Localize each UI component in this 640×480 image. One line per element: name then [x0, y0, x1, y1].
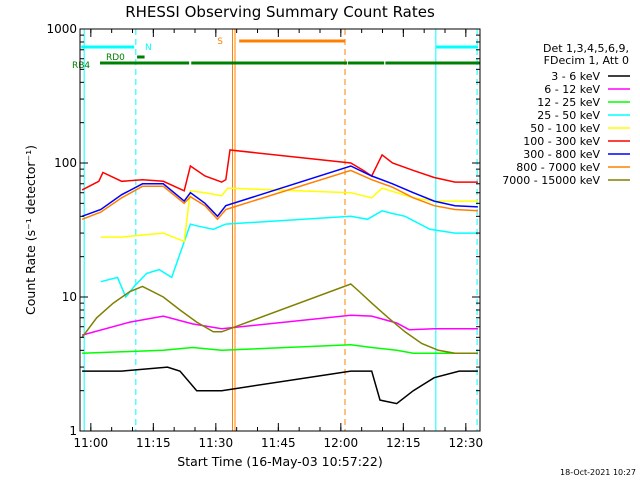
- y-tick-label: 10: [62, 290, 77, 304]
- legend-entry-label-7: 300 - 800 keV: [523, 148, 600, 161]
- legend-entry-label-3: 12 - 25 keV: [537, 96, 600, 109]
- x-tick-label: 12:00: [324, 436, 359, 450]
- series-line-2: [81, 314, 478, 336]
- x-axis-label: Start Time (16-May-03 10:57:22): [177, 454, 382, 469]
- legend-entry-label-1: 3 - 6 keV: [551, 70, 600, 83]
- x-tick-label: 11:30: [199, 436, 234, 450]
- legend-header-line-2: FDecim 1, Att 0: [544, 54, 629, 67]
- series-line-3: [82, 344, 478, 355]
- legend-header-line-1: Det 1,3,4,5,6,9,: [543, 42, 629, 55]
- y-axis-label: Count Rate (s⁻¹ detector⁻¹): [23, 145, 38, 315]
- legend-entry-label-4: 25 - 50 keV: [537, 109, 600, 122]
- x-tick-label: 12:15: [386, 436, 421, 450]
- x-tick-label: 11:45: [261, 436, 296, 450]
- legend-entry-label-8: 800 - 7000 keV: [516, 161, 600, 174]
- y-tick-label: 1: [69, 424, 77, 438]
- series-line-6: [81, 149, 478, 192]
- y-tick-label: 1000: [46, 22, 77, 36]
- flag-label-n: N: [145, 43, 152, 53]
- flag-label-rb4: RB4: [72, 61, 90, 71]
- series-line-1: [82, 366, 478, 405]
- flag-label-s: S: [217, 37, 223, 47]
- footer-timestamp: 18-Oct-2021 10:27: [560, 468, 636, 477]
- series-line-7: [81, 165, 478, 218]
- legend-entry-label-5: 50 - 100 keV: [530, 122, 600, 135]
- x-tick-label: 11:00: [74, 436, 109, 450]
- x-tick-label: 11:15: [136, 436, 171, 450]
- series-line-8: [81, 169, 478, 221]
- series-line-5: [100, 187, 478, 243]
- legend-entry-label-2: 6 - 12 keV: [544, 83, 600, 96]
- y-tick-label: 100: [54, 156, 77, 170]
- series-line-4: [100, 209, 478, 299]
- chart-title: RHESSI Observing Summary Count Rates: [125, 3, 435, 21]
- x-tick-label: 12:30: [449, 436, 484, 450]
- plot-frame: [79, 28, 481, 432]
- legend-entry-label-9: 7000 - 15000 keV: [502, 174, 600, 187]
- legend-entry-label-6: 100 - 300 keV: [523, 135, 600, 148]
- flag-label-rd0: RD0: [106, 53, 125, 63]
- series-line-9: [81, 283, 478, 355]
